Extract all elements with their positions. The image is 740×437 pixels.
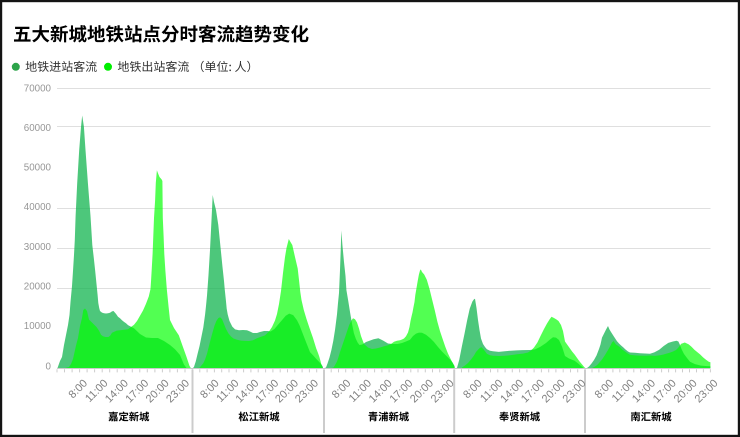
svg-text:60000: 60000 bbox=[24, 123, 52, 134]
svg-text:20000: 20000 bbox=[24, 281, 52, 292]
svg-text:30000: 30000 bbox=[24, 242, 52, 253]
svg-text:50000: 50000 bbox=[24, 163, 52, 174]
svg-text:70000: 70000 bbox=[24, 84, 52, 95]
svg-text:0: 0 bbox=[46, 362, 52, 373]
svg-text:40000: 40000 bbox=[24, 202, 52, 213]
svg-text:10000: 10000 bbox=[24, 321, 52, 332]
